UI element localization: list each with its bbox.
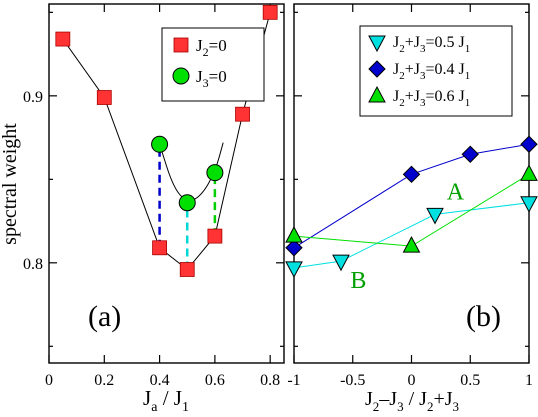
panel-b-markers: [285, 135, 538, 278]
series-j2-zero-point: [235, 106, 250, 122]
panel-a-ticks: 0 0.2 0.4 0.6 0.8 0.8 0.9: [23, 4, 284, 389]
legend-marker-diamond: [368, 60, 386, 78]
panel-b-legend: J2+J3=0.5 J1 J2+J3=0.4 J1 J2+J3=0.6 J1: [359, 25, 513, 117]
panel-a-xtick-label: 0: [45, 372, 53, 389]
panel-a-ytick-label: 0.9: [23, 89, 43, 106]
legend-marker-triangle-up: [368, 85, 386, 103]
series-0-point: [285, 261, 303, 278]
series-j3-zero-point: [178, 194, 196, 212]
series-1-point: [461, 145, 479, 163]
series-j3-zero-point: [151, 135, 169, 153]
panel-b: -1 -0.5 0 0.5 1 AB (b) J2+J3=0.5 J1 J2+J3=0.…: [285, 3, 538, 414]
panel-a-xtick-label: 0.6: [205, 372, 225, 389]
series-j2-zero-point: [152, 240, 167, 256]
panel-b-annotations: AB: [350, 179, 464, 293]
series-2-line: [293, 173, 530, 247]
legend-marker-triangle-down: [368, 35, 386, 53]
panel-b-legend-markers: [368, 35, 386, 103]
annotation-b: B: [350, 268, 366, 294]
series-j2-zero-point: [96, 90, 112, 105]
series-j2-zero-point: [262, 4, 278, 20]
series-2-point: [402, 236, 421, 253]
panel-b-label: (b): [466, 300, 501, 333]
panel-a-legend: J2=0 J3=0: [161, 27, 265, 102]
series-1-point: [520, 135, 538, 153]
series-0-point: [426, 207, 444, 225]
legend-entry-point-six: J2+J3=0.6 J1: [393, 88, 470, 109]
panel-b-legend-box: [359, 25, 513, 117]
series-0-point: [332, 254, 350, 272]
panel-a-legend-markers: [172, 37, 190, 85]
legend-marker-circle: [172, 67, 190, 85]
series-1-line: [293, 143, 530, 249]
series-0-line: [293, 202, 530, 269]
series-j2-zero-point: [207, 228, 223, 244]
panel-a: 0 0.2 0.4 0.6 0.8 0.8 0.9 (a) J2=0 J3=0 spectr…: [0, 3, 285, 415]
panel-b-xtick-label: -1: [287, 372, 300, 389]
panel-b-xtick-label: 1: [525, 372, 533, 389]
series-j2-zero-point: [55, 31, 71, 47]
series-1-point: [285, 239, 303, 257]
panel-b-ticks: -1 -0.5 0 0.5 1: [287, 4, 533, 389]
legend-entry-j3-zero: J3=0: [196, 67, 227, 90]
panel-b-xlabel: J2–J3 / J2+J3: [365, 388, 459, 414]
legend-entry-j2-zero: J2=0: [196, 36, 227, 59]
panel-a-ylabel: spectral weight: [0, 123, 21, 245]
panel-b-xtick-label: 0: [408, 372, 416, 389]
panel-a-xlabel: Ja / J1: [143, 386, 189, 415]
panel-a-ytick-label: 0.8: [23, 256, 43, 273]
panel-b-xtick-label: 0.5: [460, 372, 480, 389]
legend-entry-point-four: J2+J3=0.4 J1: [393, 61, 470, 82]
series-1-point: [402, 165, 421, 184]
series-j3-zero-point: [206, 164, 224, 182]
series-0-point: [520, 196, 538, 213]
panel-a-xtick-label: 0.4: [150, 372, 170, 389]
series-j2-zero-point: [179, 262, 195, 277]
panel-a-label: (a): [88, 300, 121, 333]
legend-marker-square: [173, 37, 189, 53]
panel-a-dashed-links: [158, 144, 217, 270]
annotation-a: A: [447, 179, 465, 205]
panel-b-xtick-label: -0.5: [340, 372, 365, 389]
panel-a-frame: [48, 3, 285, 364]
legend-entry-half: J2+J3=0.5 J1: [393, 34, 470, 55]
panel-a-xtick-label: 0.8: [260, 372, 280, 389]
series-2-point: [520, 164, 538, 181]
series-2-point: [285, 226, 303, 243]
panel-a-xtick-label: 0.2: [94, 372, 114, 389]
panel-a-markers: [55, 4, 278, 277]
